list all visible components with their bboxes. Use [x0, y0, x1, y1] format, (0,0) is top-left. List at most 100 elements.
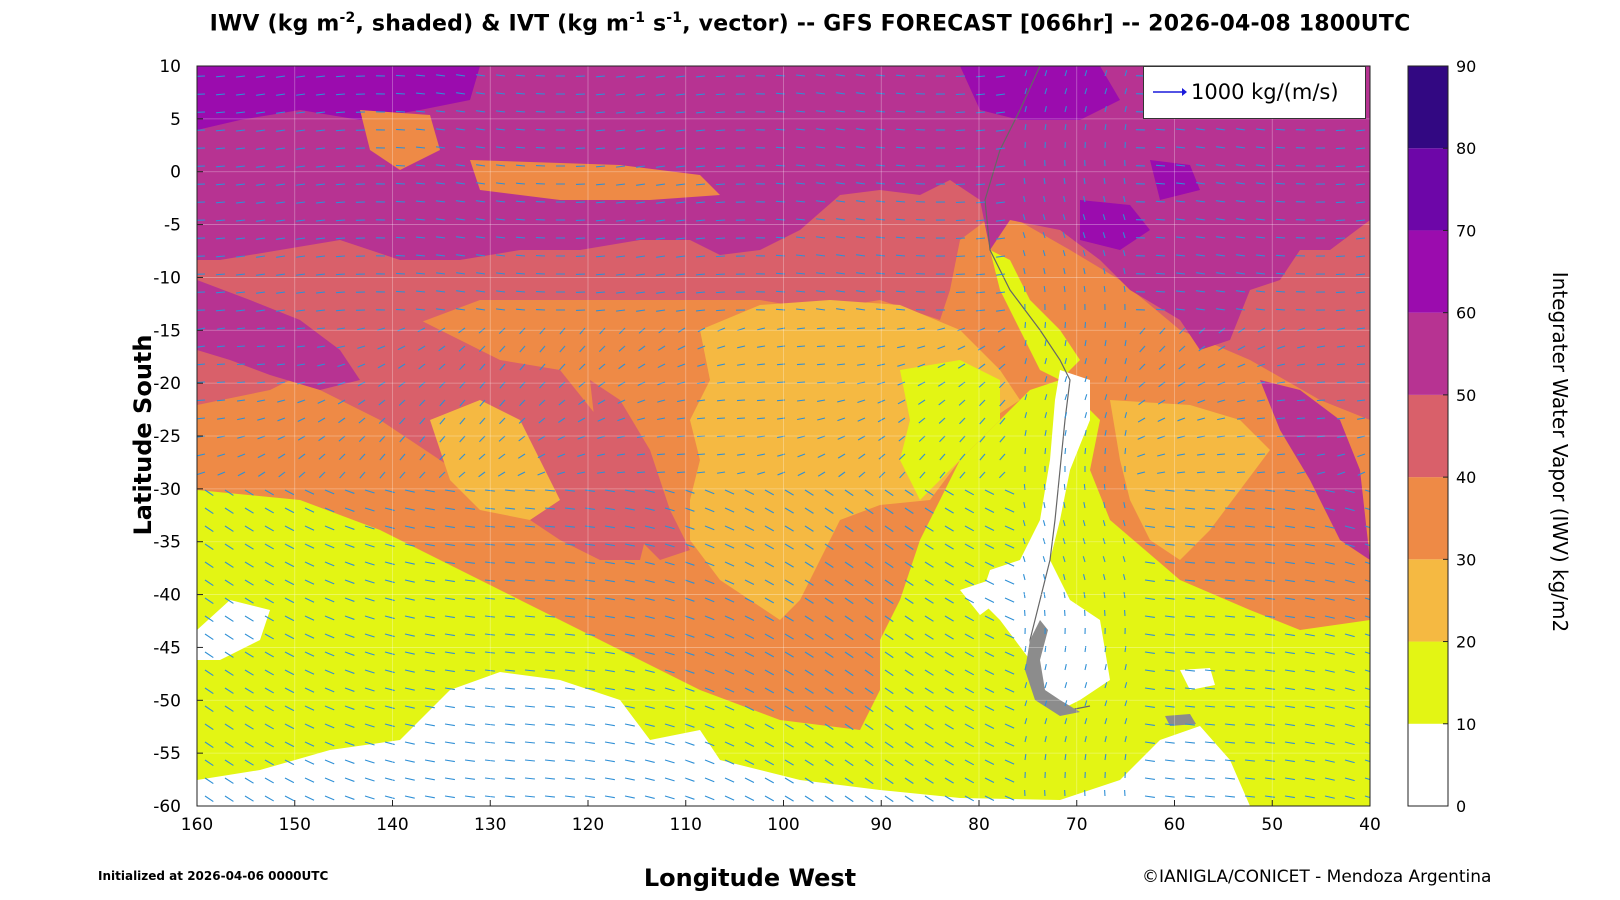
ivt-vector [676, 291, 686, 294]
ivt-vector [204, 687, 214, 695]
ivt-vector [215, 183, 226, 186]
ivt-vector [378, 381, 386, 387]
ivt-vector [795, 92, 806, 95]
ivt-vector [684, 687, 695, 692]
ivt-vector [335, 219, 346, 222]
ivt-vector [964, 741, 975, 748]
ivt-vector [1284, 651, 1295, 655]
ivt-vector [1064, 430, 1067, 437]
ivt-vector [478, 453, 486, 460]
colorbar-level [1408, 66, 1448, 149]
ivt-vector [316, 327, 326, 330]
ivt-vector [695, 111, 706, 114]
ivt-vector [264, 705, 274, 712]
ivt-vector [324, 489, 335, 495]
ivt-vector [1196, 308, 1206, 311]
ivt-vector [224, 777, 234, 784]
ivt-vector [764, 723, 775, 730]
ivt-vector [624, 507, 635, 511]
ivt-vector [1277, 363, 1286, 367]
ivt-vector [595, 237, 606, 240]
ivt-vector [1244, 579, 1255, 582]
ivt-vector [458, 327, 466, 334]
ivt-vector [924, 741, 934, 748]
ivt-vector [544, 633, 556, 636]
ivt-vector [795, 218, 806, 221]
ivt-vector [1216, 290, 1226, 293]
ivt-vector [597, 471, 606, 474]
ivt-vector [564, 507, 575, 510]
ivt-vector [384, 705, 395, 710]
ivt-vector [438, 345, 446, 352]
ivt-vector [464, 507, 475, 510]
ivt-vector [496, 110, 506, 113]
ivt-vector [1004, 723, 1015, 729]
ivt-vector [1104, 412, 1108, 419]
ivt-vector [499, 345, 506, 353]
ivt-vector [944, 741, 954, 748]
ivt-vector [1196, 146, 1206, 149]
ivt-vector [459, 399, 466, 407]
ivt-vector [1044, 682, 1048, 689]
ivt-vector [515, 200, 526, 203]
ivt-vector [797, 453, 806, 458]
ivt-vector [564, 705, 575, 708]
ivt-vector [775, 182, 786, 185]
ivt-vector [957, 345, 966, 351]
ivt-vector [484, 705, 495, 708]
ivt-vector [1204, 651, 1216, 654]
ivt-vector [557, 435, 566, 441]
ivt-vector [744, 561, 755, 567]
ivt-vector [1082, 538, 1086, 545]
ivt-vector [344, 759, 355, 764]
ivt-vector [804, 489, 814, 496]
ivt-vector [775, 290, 786, 293]
ivt-vector [964, 633, 975, 640]
ivt-vector [664, 741, 675, 746]
ivt-vector [1224, 507, 1236, 510]
ivt-vector [444, 561, 455, 565]
ivt-vector [284, 615, 295, 622]
ivt-vector [858, 453, 866, 460]
ivt-vector [1024, 106, 1027, 113]
ivt-vector [704, 561, 715, 567]
ivt-vector [784, 759, 794, 766]
ivt-vector [456, 110, 466, 113]
ivt-vector [776, 363, 786, 366]
ivt-vector [924, 687, 934, 694]
ivt-vector [616, 291, 626, 294]
ivt-vector [504, 741, 516, 744]
ivt-vector [744, 687, 755, 693]
ivt-vector [315, 147, 326, 150]
ivt-vector [236, 327, 246, 330]
ivt-vector [684, 777, 695, 782]
ivt-vector [296, 75, 306, 78]
ivt-vector [944, 543, 954, 550]
ivt-vector [1124, 358, 1128, 365]
ivt-vector [359, 471, 366, 479]
ivt-vector [456, 218, 466, 221]
ivt-vector [724, 759, 735, 765]
ivt-vector [904, 579, 914, 586]
ivt-vector [979, 435, 986, 443]
ivt-vector [704, 741, 715, 747]
ivt-vector [1164, 795, 1175, 798]
ivt-vector [616, 273, 626, 276]
ivt-vector [277, 399, 286, 403]
ivt-vector [224, 795, 234, 802]
ivt-vector [324, 759, 335, 765]
ivt-vector [444, 795, 455, 799]
ivt-vector [424, 723, 435, 727]
ivt-vector [1082, 214, 1086, 221]
ivt-vector [544, 579, 556, 582]
ivt-vector [456, 308, 466, 311]
ivt-vector [256, 147, 266, 150]
ivt-vector [539, 327, 546, 335]
ivt-vector [796, 381, 806, 384]
ivt-vector [1104, 447, 1107, 455]
ivt-vector [518, 417, 526, 424]
ivt-vector [924, 795, 934, 802]
ivt-vector [476, 92, 486, 95]
ivt-vector [296, 237, 306, 240]
colorbar-level [1408, 723, 1448, 806]
